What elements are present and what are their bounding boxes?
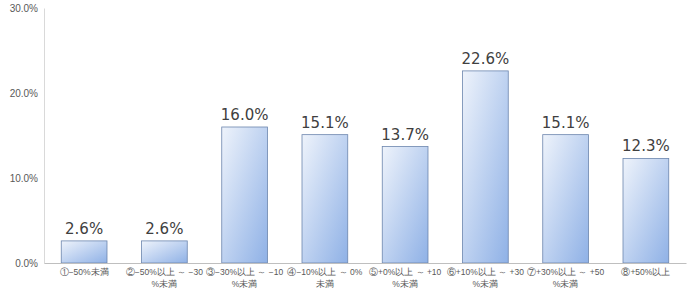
bar xyxy=(382,147,428,263)
x-tick: ④−10%以上 ～ 0%未満 xyxy=(287,263,362,289)
data-label: 13.7% xyxy=(381,126,429,144)
bar xyxy=(302,135,348,263)
y-axis: 0.0% 10.0% 20.0% 30.0% xyxy=(10,3,45,269)
bar xyxy=(463,71,509,263)
data-labels: 2.6% 2.6% 16.0% 15.1% 13.7% 22.6% 15.1% 12.3% xyxy=(65,50,670,238)
bars xyxy=(61,71,668,263)
data-label: 15.1% xyxy=(301,114,349,132)
x-axis-line xyxy=(45,263,687,264)
y-tick: 0.0% xyxy=(15,258,44,269)
x-tick: ②−50%以上 ～ −30%未満 xyxy=(126,263,203,289)
x-tick: ⑥+10%以上 ～ +30%未満 xyxy=(447,263,524,289)
x-tick-label: ④−10%以上 ～ 0%未満 xyxy=(287,267,362,289)
y-tick-label: 0.0% xyxy=(15,258,38,269)
y-axis-line xyxy=(44,9,45,264)
x-axis: ①−50%未満 ②−50%以上 ～ −30%未満③−30%以上 ～ −10%未満④… xyxy=(45,263,687,289)
y-tick: 30.0% xyxy=(10,3,44,14)
plot: 0.0% 10.0% 20.0% 30.0% ①−50%未満 ②−50%以上 ～ −30%… xyxy=(10,3,687,290)
chart: 0.0% 10.0% 20.0% 30.0% ①−50%未満 ②−50%以上 ～ −30%… xyxy=(0,0,688,306)
data-label: 12.3% xyxy=(622,137,670,155)
y-tick: 20.0% xyxy=(10,88,44,99)
data-label: 22.6% xyxy=(462,50,510,68)
bar xyxy=(61,241,107,263)
data-label: 15.1% xyxy=(542,114,590,132)
data-label: 16.0% xyxy=(221,106,269,124)
x-tick: ⑦+30%以上 ～ +50%未満 xyxy=(527,263,604,289)
bar xyxy=(623,158,669,263)
bar xyxy=(222,127,268,263)
x-tick-label: ⑤+0%以上 ～ +10%未満 xyxy=(369,267,442,289)
x-tick-label: ③−30%以上 ～ −10%未満 xyxy=(206,267,283,289)
x-tick-label: ⑦+30%以上 ～ +50%未満 xyxy=(527,267,604,289)
x-tick-label: ①−50%未満 xyxy=(60,267,109,277)
x-tick: ①−50%未満 xyxy=(60,263,109,277)
x-tick-label: ⑥+10%以上 ～ +30%未満 xyxy=(447,267,524,289)
y-tick-label: 30.0% xyxy=(10,3,38,14)
bar xyxy=(142,241,188,263)
x-tick-label: ②−50%以上 ～ −30%未満 xyxy=(126,267,203,289)
data-label: 2.6% xyxy=(145,220,183,238)
y-tick: 10.0% xyxy=(10,173,44,184)
x-tick-label: ⑧+50%以上 xyxy=(621,267,670,277)
y-tick-label: 20.0% xyxy=(10,88,38,99)
data-label: 2.6% xyxy=(65,220,103,238)
x-tick: ⑧+50%以上 xyxy=(621,263,670,277)
x-tick: ⑤+0%以上 ～ +10%未満 xyxy=(369,263,442,289)
y-tick-label: 10.0% xyxy=(10,173,38,184)
x-tick: ③−30%以上 ～ −10%未満 xyxy=(206,263,283,289)
bar xyxy=(543,135,589,263)
